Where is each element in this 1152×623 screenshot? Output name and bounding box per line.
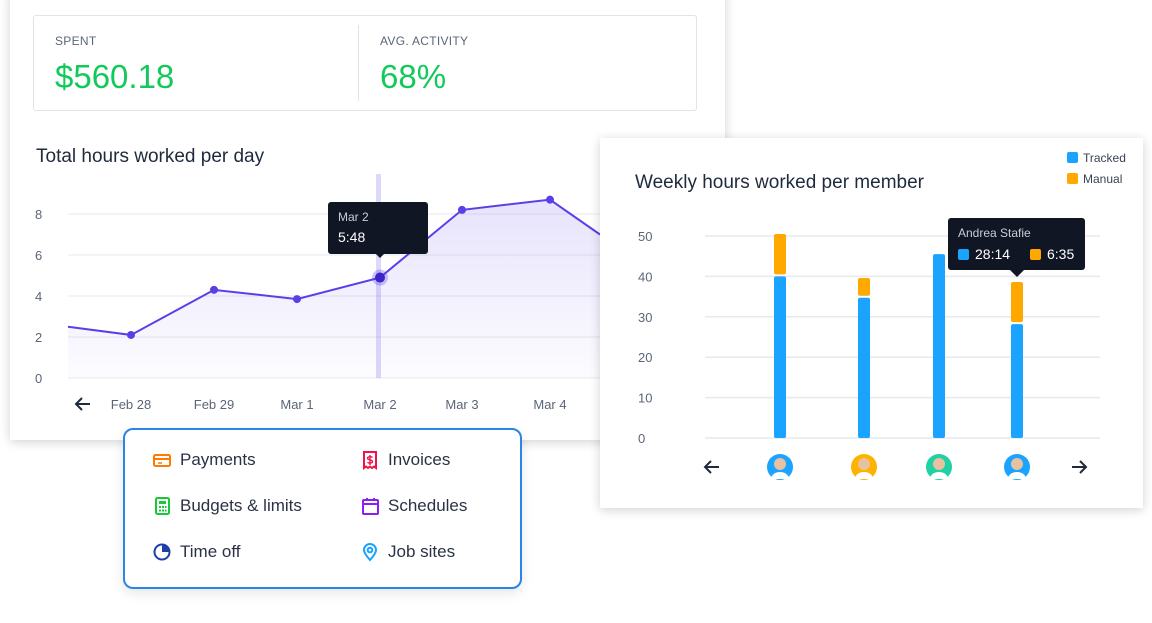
avatar-body [930, 472, 948, 479]
tooltip-tracked: 28:14 [975, 246, 1011, 262]
stat-spent: SPENT $560.18 [55, 16, 345, 110]
weekly-hours-card: Weekly hours worked per member 0 10 20 30 40… [600, 138, 1143, 508]
spent-value: $560.18 [55, 58, 175, 95]
avatar-body [855, 472, 873, 479]
stats-panel: SPENT $560.18 AVG. ACTIVITY 68% [33, 15, 697, 111]
manual-swatch [1030, 249, 1041, 260]
stat-activity: AVG. ACTIVITY 68% [380, 16, 670, 110]
menu-item-budgets-limits[interactable]: Budgets & limits [152, 496, 302, 516]
bar-tracked [1011, 324, 1023, 438]
bar-chart: 0 10 20 30 40 50 Tracked Manual [638, 151, 1126, 480]
x-tick-label: Mar 3 [445, 397, 478, 412]
bar-tracked [858, 297, 870, 438]
bar-manual [1011, 282, 1023, 323]
tooltip-manual: 6:35 [1047, 246, 1075, 262]
avatar-face [1011, 458, 1023, 470]
activity-value: 68% [380, 58, 447, 95]
feature-menu: Payments Invoices Budgets & limits Schedule… [123, 428, 522, 589]
bar-tooltip: Andrea Stafie 28:14 6:35 [948, 218, 1085, 270]
bar-manual [858, 278, 870, 296]
menu-item-label: Budgets & limits [180, 496, 302, 515]
y-tick-label: 20 [638, 350, 652, 365]
location-pin-icon [362, 543, 378, 562]
y-tick-label: 30 [638, 310, 652, 325]
bar-tracked [933, 254, 945, 438]
activity-label: AVG. ACTIVITY [380, 34, 469, 48]
y-tick-label: 40 [638, 269, 652, 284]
menu-item-invoices[interactable]: Invoices [360, 450, 450, 470]
menu-item-time-off[interactable]: Time off [152, 542, 240, 562]
tooltip-date: Mar 2 [338, 210, 369, 224]
menu-item-label: Time off [180, 542, 241, 561]
calculator-icon [155, 497, 170, 515]
pie-icon [153, 543, 171, 561]
avatar-face [858, 458, 870, 470]
avatar-body [771, 472, 789, 479]
y-tick-label: 50 [638, 229, 652, 244]
arrow-left-icon [703, 460, 719, 474]
menu-item-payments[interactable]: Payments [152, 450, 256, 470]
data-point [293, 295, 301, 304]
arrow-left-icon[interactable] [74, 397, 90, 411]
data-point [458, 205, 466, 214]
tooltip-member: Andrea Stafie [958, 226, 1031, 240]
x-tick-label: Mar 4 [533, 397, 566, 412]
line-area [68, 199, 600, 378]
avatar-face [933, 458, 945, 470]
bar-chart-title: Weekly hours worked per member [635, 172, 924, 193]
y-tick-label: 10 [638, 391, 652, 406]
line-chart-title: Total hours worked per day [36, 146, 265, 167]
y-tick-label: 8 [35, 207, 42, 222]
data-point [127, 330, 135, 339]
y-tick-label: 4 [35, 289, 42, 304]
avatar-body [1008, 472, 1026, 479]
menu-item-label: Schedules [388, 496, 468, 515]
credit-card-icon [153, 454, 171, 467]
legend-swatch [1067, 152, 1078, 163]
menu-item-label: Job sites [388, 542, 456, 561]
line-series [67, 198, 601, 336]
spent-label: SPENT [55, 34, 97, 48]
legend-label: Tracked [1083, 151, 1126, 165]
x-tick-label: Mar 2 [363, 397, 396, 412]
calendar-icon [362, 498, 379, 515]
avatar-face [774, 458, 786, 470]
bar-manual [774, 233, 786, 275]
tooltip-pointer [1010, 270, 1024, 277]
data-point [546, 195, 554, 204]
y-tick-label: 0 [35, 371, 42, 386]
tracked-swatch [958, 249, 969, 260]
line-tooltip: Mar 2 5:48 [328, 202, 428, 254]
data-point [210, 285, 218, 294]
invoice-icon [363, 451, 377, 470]
bar-tracked [774, 276, 786, 438]
x-tick-label: Feb 29 [194, 397, 234, 412]
y-tick-label: 6 [35, 248, 42, 263]
tooltip-value: 5:48 [338, 229, 366, 245]
data-point [375, 272, 385, 283]
menu-item-label: Payments [180, 450, 256, 469]
y-tick-label: 0 [638, 431, 645, 446]
menu-item-job-sites[interactable]: Job sites [360, 542, 455, 562]
legend-swatch [1067, 173, 1078, 184]
menu-item-label: Invoices [388, 450, 451, 469]
menu-item-schedules[interactable]: Schedules [360, 496, 467, 516]
stat-divider [358, 25, 359, 101]
y-tick-label: 2 [35, 330, 42, 345]
x-tick-label: Feb 28 [111, 397, 151, 412]
arrow-right-icon [1072, 460, 1088, 474]
legend-label: Manual [1083, 172, 1122, 186]
x-tick-label: Mar 1 [280, 397, 313, 412]
